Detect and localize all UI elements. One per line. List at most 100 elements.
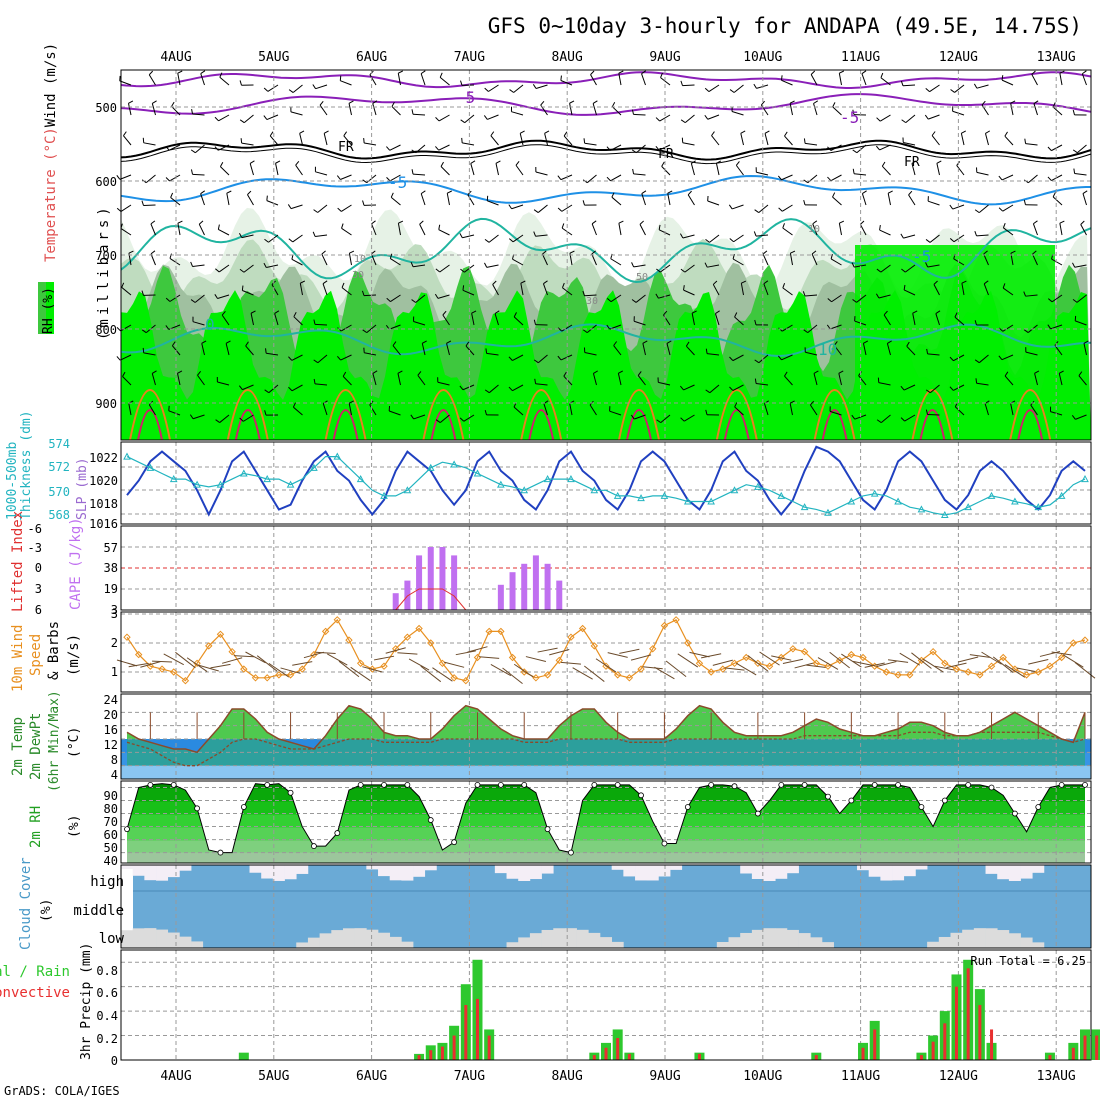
tick-label: 16 xyxy=(104,723,118,737)
wind-barb xyxy=(364,295,376,296)
cloud-low xyxy=(530,933,542,948)
cloud-gap-high xyxy=(144,865,156,880)
cloud-gap-high xyxy=(892,865,904,880)
cloud-low xyxy=(1032,942,1044,948)
tick-label: 40 xyxy=(104,854,118,868)
rh-marker xyxy=(615,782,620,787)
cloud-low xyxy=(553,928,565,948)
tick-label: 20 xyxy=(104,708,118,722)
precip-conv-bar xyxy=(932,1042,935,1060)
rh-marker xyxy=(452,840,457,845)
rh-shade xyxy=(121,840,1091,854)
x-tick-label-bottom: 5AUG xyxy=(258,1069,289,1084)
axis-label: (%) xyxy=(39,899,54,922)
cloud-low xyxy=(168,933,180,948)
tick-label: 3 xyxy=(35,582,42,596)
contour-label: -5 xyxy=(388,173,407,192)
tick-label: 572 xyxy=(48,460,70,474)
x-tick-label-bottom: 10AUG xyxy=(743,1069,782,1084)
axis-label: (m/s) xyxy=(66,634,82,676)
rh-marker xyxy=(592,782,597,787)
x-tick-label-bottom: 13AUG xyxy=(1037,1069,1076,1084)
cloud-low xyxy=(740,933,752,948)
rh-marker xyxy=(405,782,410,787)
cloud-gap-high xyxy=(156,865,168,881)
precip-conv-bar xyxy=(441,1047,444,1060)
tick-label: 4 xyxy=(111,768,118,782)
rh-shade xyxy=(121,853,1091,863)
axis-label: 1000-500mb xyxy=(5,442,20,520)
cloud-low xyxy=(600,937,612,948)
cloud-gap-high xyxy=(869,865,881,877)
cloud-low xyxy=(950,933,962,948)
precip-conv-bar xyxy=(862,1048,865,1060)
axis-label: Speed xyxy=(28,634,44,676)
axis-label: & Barbs xyxy=(46,621,62,680)
cape-bar xyxy=(521,564,527,610)
cloud-gap-high xyxy=(518,865,530,881)
tick-label: 0.6 xyxy=(96,986,118,1000)
cloud-gap-high xyxy=(121,865,133,869)
cloud-low xyxy=(378,933,390,948)
cloud-low xyxy=(787,930,799,948)
rh-marker xyxy=(568,850,573,855)
cloud-low xyxy=(191,941,203,948)
cloud-gap-high xyxy=(296,865,308,874)
rh-marker xyxy=(1059,782,1064,787)
x-tick-label-top: 13AUG xyxy=(1037,50,1076,65)
cloud-gap-high xyxy=(997,865,1009,879)
rh-marker xyxy=(545,827,550,832)
axis-label: Temperature (°C)Wind (m/s) xyxy=(43,43,59,262)
x-tick-label-bottom: 11AUG xyxy=(841,1069,880,1084)
cloud-low xyxy=(927,942,939,948)
x-tick-label-bottom: 4AUG xyxy=(160,1069,191,1084)
precip-conv-bar xyxy=(920,1055,923,1060)
cloud-low xyxy=(775,928,787,948)
precip-total-bar xyxy=(239,1053,249,1060)
x-tick-label-top: 9AUG xyxy=(649,50,680,65)
rh-marker xyxy=(218,850,223,855)
cloud-gap-high xyxy=(366,865,378,869)
x-tick-label-top: 6AUG xyxy=(356,50,387,65)
axis-label: 10m Wind xyxy=(10,625,26,692)
rh-marker xyxy=(498,782,503,787)
contour-label: -5 xyxy=(912,247,931,266)
cape-bar xyxy=(428,547,434,610)
cloud-gap-high xyxy=(635,865,647,880)
axis-label: (millibars) xyxy=(96,203,112,340)
cloud-low xyxy=(810,937,822,948)
rh-marker xyxy=(755,811,760,816)
x-tick-label-top: 10AUG xyxy=(743,50,782,65)
rh-marker xyxy=(148,782,153,787)
wind-label: Wind (m/s) xyxy=(43,43,59,127)
tick-label: 24 xyxy=(104,693,118,707)
rh-marker xyxy=(685,805,690,810)
tick-label: 0.8 xyxy=(96,964,118,978)
precip-conv-bar xyxy=(955,987,958,1060)
rh-marker xyxy=(872,782,877,787)
wind-barb xyxy=(486,348,487,353)
cloud-low xyxy=(542,930,554,948)
cape-bar xyxy=(545,564,551,610)
tick-label: 60 xyxy=(104,828,118,842)
x-tick-label-top: 5AUG xyxy=(258,50,289,65)
rh-marker xyxy=(1012,811,1017,816)
tick-label: 57 xyxy=(104,541,118,555)
wind-barb xyxy=(241,138,242,143)
precip-conv-bar xyxy=(990,1029,993,1060)
precip-conv-bar xyxy=(464,1005,467,1060)
cloud-gap-high xyxy=(179,865,191,871)
cloud-low xyxy=(343,928,355,948)
contour-label: FR xyxy=(904,155,920,170)
rh-marker xyxy=(1036,805,1041,810)
temp-band xyxy=(121,766,1091,779)
cloud-gap-high xyxy=(787,865,799,873)
rh-label: RH (%) xyxy=(41,287,56,334)
cloud-low xyxy=(355,928,367,948)
cloud-gap-high xyxy=(904,865,916,876)
rh-marker xyxy=(475,782,480,787)
wind-barb xyxy=(584,138,585,143)
axis-label: SLP (mb) xyxy=(75,457,90,520)
cloud-low xyxy=(507,942,519,948)
